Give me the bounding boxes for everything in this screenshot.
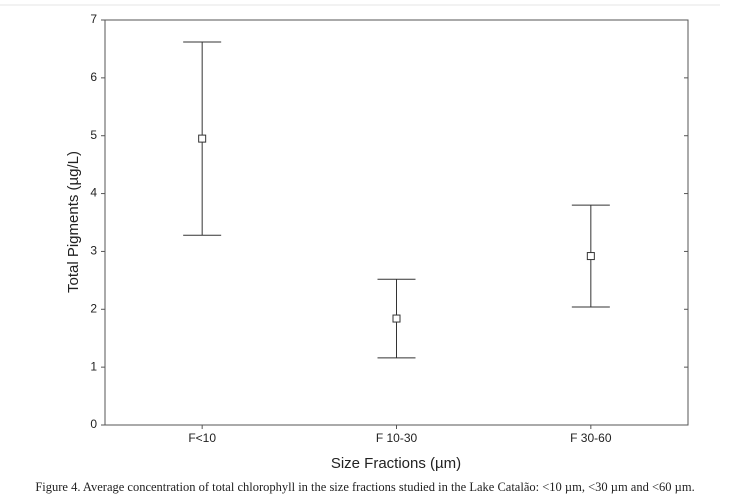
y-tick-label: 5: [90, 128, 97, 142]
y-tick-label: 1: [90, 359, 97, 373]
mean-marker: [586, 252, 595, 261]
x-tick-label: F 10-30: [376, 431, 418, 445]
x-tick-label: F<10: [188, 431, 216, 445]
y-tick-label: 6: [90, 70, 97, 84]
mean-marker: [392, 314, 401, 323]
y-tick-label: 3: [90, 244, 97, 258]
x-axis-title: Size Fractions (µm): [331, 455, 461, 472]
plot-frame: [104, 19, 689, 426]
y-tick-label: 4: [90, 186, 97, 200]
mean-marker: [198, 134, 207, 143]
x-tick-label: F 30-60: [570, 431, 612, 445]
y-tick-label: 7: [90, 12, 97, 26]
y-tick-label: 2: [90, 301, 97, 315]
caption: Figure 4. Average concentration of total…: [35, 480, 694, 494]
y-tick-label: 0: [90, 417, 97, 431]
y-axis-title: Total Pigments (µg/L): [65, 151, 82, 293]
